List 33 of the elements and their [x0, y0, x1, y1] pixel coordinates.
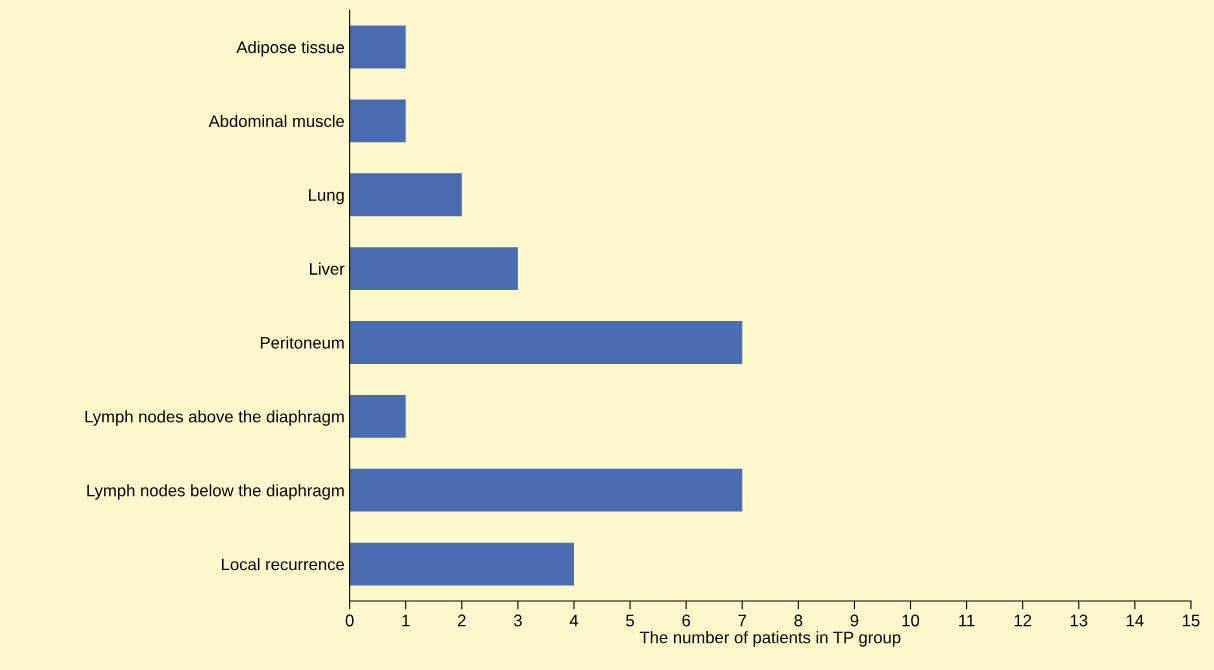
x-tick-label: 13 — [1070, 614, 1088, 627]
y-tick-label: Liver — [310, 262, 345, 275]
y-tick-label: Lung — [309, 189, 344, 205]
bar — [349, 468, 743, 512]
x-tick-label: 10 — [902, 614, 920, 627]
x-tick-label: 7 — [738, 614, 747, 627]
x-tick-label: 14 — [1126, 614, 1144, 627]
x-tick-label: 8 — [794, 614, 803, 627]
y-tick-label: Adipose tissue — [236, 40, 345, 57]
y-tick-label: Lymph nodes above the diaphragm — [85, 410, 344, 426]
x-tick-label: 1 — [402, 614, 410, 627]
x-tick-label: 15 — [1182, 614, 1200, 627]
x-tick-label: 3 — [513, 614, 522, 627]
x-tick-label: 6 — [682, 614, 691, 627]
x-tick-label: 12 — [1014, 614, 1032, 627]
bar — [349, 321, 743, 364]
bar — [349, 99, 406, 143]
x-tick-label: 11 — [959, 614, 975, 627]
x-axis-title: The number of patients in TP group — [639, 631, 901, 647]
bar — [349, 394, 406, 438]
x-tick-label: 0 — [345, 614, 354, 627]
y-tick-label: Lymph nodes below the diaphragm — [87, 484, 344, 500]
bar — [349, 247, 518, 291]
x-tick-label: 9 — [850, 614, 859, 627]
bar — [349, 173, 462, 217]
x-tick-label: 2 — [458, 614, 466, 627]
bar — [349, 25, 406, 69]
x-tick-label: 4 — [569, 614, 579, 627]
y-tick-label: Local recurrence — [222, 558, 345, 571]
bar — [349, 542, 574, 586]
y-tick-label: Peritoneum — [260, 336, 344, 349]
y-tick-label: Abdominal muscle — [208, 114, 345, 128]
x-tick-label: 5 — [626, 614, 634, 627]
